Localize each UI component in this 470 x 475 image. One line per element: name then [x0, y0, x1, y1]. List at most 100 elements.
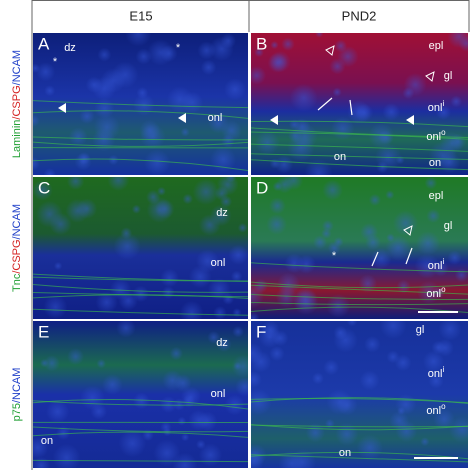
stain-name: /NCAM: [11, 50, 23, 85]
cell-texture: [266, 214, 287, 235]
region-label: onli: [428, 365, 445, 380]
cell-texture: [170, 347, 183, 360]
cell-texture: [369, 194, 381, 206]
cell-texture: [275, 155, 293, 173]
region-label: epl: [429, 190, 444, 202]
cell-texture: [97, 48, 111, 62]
cell-texture: [116, 318, 135, 337]
region-label-sup: i: [442, 99, 444, 108]
region-label-text: epl: [429, 190, 444, 202]
cell-texture: [108, 155, 118, 165]
region-label: on: [41, 435, 53, 447]
cell-texture: [360, 370, 380, 390]
cell-texture: [54, 262, 62, 270]
cell-texture: [267, 53, 287, 73]
cell-texture: [43, 295, 67, 319]
cell-texture: [199, 443, 222, 466]
cell-texture: [189, 265, 212, 288]
cell-texture: [355, 104, 373, 122]
region-label: dz: [216, 337, 228, 349]
cell-texture: [425, 177, 438, 190]
cell-texture: [222, 293, 234, 305]
cell-texture: [382, 103, 400, 121]
cell-texture: [455, 268, 469, 282]
cell-texture: [334, 237, 344, 247]
cell-texture: [153, 440, 180, 467]
cell-texture: [331, 117, 354, 140]
region-label: gl: [416, 324, 425, 336]
cell-texture: [112, 61, 139, 88]
region-label: epl: [429, 40, 444, 52]
cell-texture: [312, 372, 324, 384]
cell-texture: [181, 433, 189, 441]
stain-name: /CSPG: [11, 85, 23, 119]
region-label: onl: [211, 388, 226, 400]
cell-texture: [97, 359, 106, 368]
region-label-text: *: [332, 250, 337, 262]
cell-texture: [78, 152, 91, 165]
region-label-text: onl: [428, 102, 443, 114]
cell-texture: [174, 374, 191, 391]
cell-texture: [232, 326, 244, 338]
region-label-text: gl: [444, 220, 453, 232]
cell-texture: [436, 339, 454, 357]
cell-texture: [276, 176, 294, 194]
cell-texture: [371, 248, 392, 269]
region-label-text: onl: [211, 257, 226, 269]
cell-texture: [177, 417, 186, 426]
cell-texture: [160, 396, 177, 413]
region-label-text: on: [334, 151, 346, 163]
stain-name: p75: [11, 403, 23, 421]
region-label-text: *: [53, 56, 58, 68]
region-label: on: [339, 447, 351, 459]
cell-texture: [132, 205, 141, 214]
region-label-text: dz: [216, 207, 228, 219]
cell-texture: [193, 179, 219, 205]
cell-texture: [325, 419, 335, 429]
column-header: E15: [129, 8, 152, 23]
region-label: *: [332, 250, 337, 262]
cell-texture: [147, 39, 173, 65]
cell-texture: [322, 180, 343, 201]
panel-label: F: [256, 322, 266, 341]
stain-name: Laminin: [11, 120, 23, 159]
cell-texture: [181, 128, 190, 137]
panel-label: A: [38, 34, 50, 53]
region-label: onli: [428, 99, 445, 114]
cell-texture: [44, 85, 55, 96]
row-label: p75/NCAM: [11, 368, 23, 422]
region-label-text: onl: [428, 260, 443, 272]
cell-texture: [270, 41, 278, 49]
stain-name: Tnc: [11, 273, 23, 292]
region-label-text: gl: [416, 324, 425, 336]
cell-texture: [44, 355, 60, 371]
stain-name: /CSPG: [11, 239, 23, 273]
region-label: gl: [444, 220, 453, 232]
cell-texture: [201, 60, 216, 75]
region-label-text: on: [41, 435, 53, 447]
stain-name: /NCAM: [11, 368, 23, 403]
cell-texture: [69, 127, 88, 146]
cell-texture: [389, 411, 409, 431]
region-label-text: epl: [429, 40, 444, 52]
region-label: gl: [444, 70, 453, 82]
region-label-sup: i: [442, 365, 444, 374]
region-label: *: [53, 56, 58, 68]
region-label-text: gl: [444, 70, 453, 82]
panel-label: D: [256, 178, 268, 197]
cell-texture: [293, 289, 318, 314]
region-label-sup: o: [441, 285, 446, 294]
cell-texture: [228, 245, 248, 265]
cell-texture: [276, 286, 297, 307]
region-label-sup: o: [441, 128, 446, 137]
region-label: dz: [216, 207, 228, 219]
cell-texture: [146, 190, 160, 204]
region-label-sup: o: [441, 402, 446, 411]
cell-texture: [232, 308, 241, 317]
row-label: Laminin/CSPG/NCAM: [11, 50, 23, 158]
cell-texture: [255, 131, 279, 155]
cell-texture: [119, 430, 147, 458]
cell-texture: [238, 223, 248, 233]
